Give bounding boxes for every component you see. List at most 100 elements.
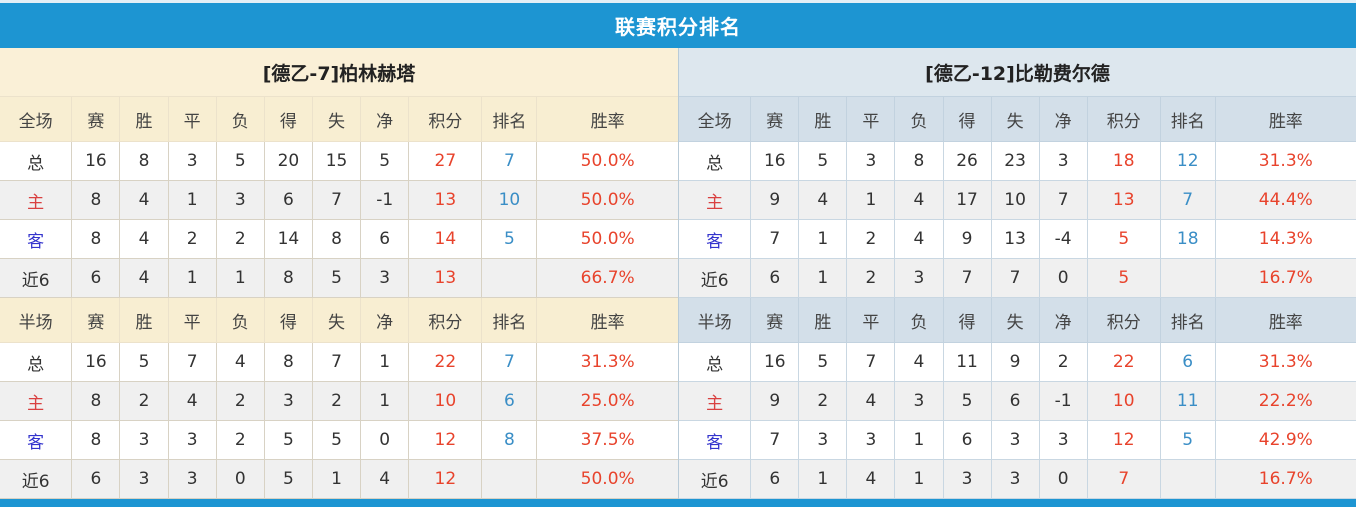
stat-value: 7	[942, 258, 992, 298]
stat-value: 20	[263, 141, 313, 181]
points-value: 13	[408, 180, 483, 220]
stat-value: 10	[990, 180, 1040, 220]
stats-row-home: 主 8 4 1 3 6 7 -1 13 10 50.0%	[0, 180, 678, 220]
stat-value: 23	[990, 141, 1040, 181]
points-value: 27	[408, 141, 483, 181]
stat-value: 1	[360, 381, 410, 421]
stat-value: 3	[942, 459, 992, 499]
win-rate-value: 16.7%	[1214, 258, 1356, 298]
stat-value: 9	[750, 381, 800, 421]
stat-value: 3	[263, 381, 313, 421]
stat-value: 3	[119, 459, 169, 499]
stat-value: 5	[360, 141, 410, 181]
column-header: 胜	[798, 96, 848, 142]
row-label: 客	[679, 219, 752, 259]
stat-value: 2	[846, 258, 896, 298]
points-value: 14	[408, 219, 483, 259]
stat-value: 6	[990, 381, 1040, 421]
column-header: 平	[167, 297, 217, 343]
column-header-row: 半场赛胜平负得失净积分 排名 胜率	[0, 297, 678, 343]
stat-value: 3	[894, 381, 944, 421]
stats-row-total: 总 16 5 3 8 26 23 3 18 12 31.3%	[679, 141, 1356, 181]
row-label: 客	[0, 219, 73, 259]
points-value: 13	[408, 258, 483, 298]
bottom-bar	[0, 499, 1356, 507]
stat-value: 3	[1038, 420, 1088, 460]
rank-value: 12	[1159, 141, 1216, 181]
stat-value: 6	[71, 459, 121, 499]
stat-value: 7	[311, 180, 362, 220]
column-header: 负	[215, 297, 265, 343]
column-header: 得	[942, 297, 992, 343]
win-rate-value: 37.5%	[536, 420, 678, 460]
stats-row-total: 总 16 5 7 4 8 7 1 22 7 31.3%	[0, 342, 678, 382]
stat-value: 0	[1038, 459, 1088, 499]
stat-value: 8	[894, 141, 944, 181]
stat-value: -4	[1038, 219, 1088, 259]
stats-row-home: 主 9 2 4 3 5 6 -1 10 11 22.2%	[679, 381, 1356, 421]
column-header: 负	[215, 96, 265, 142]
away-team-name: [德乙-12]比勒费尔德	[679, 48, 1356, 96]
row-label: 主	[679, 180, 752, 220]
stat-value: 8	[119, 141, 169, 181]
stat-value: 4	[119, 180, 169, 220]
points-value: 22	[1086, 342, 1161, 382]
stat-value: 3	[167, 141, 217, 181]
stat-value: 6	[360, 219, 410, 259]
stat-value: 7	[167, 342, 217, 382]
rank-value: 18	[1159, 219, 1216, 259]
section-label: 全场	[0, 96, 73, 142]
row-label: 主	[679, 381, 752, 421]
stat-value: 9	[750, 180, 800, 220]
column-header-row: 全场赛胜平负得失净积分 排名 胜率	[679, 96, 1356, 142]
column-header: 负	[894, 297, 944, 343]
stat-value: 5	[119, 342, 169, 382]
points-value: 13	[1086, 180, 1161, 220]
stat-value: 16	[750, 141, 800, 181]
column-header: 积分	[1086, 297, 1161, 343]
stats-row-recent6: 近6 6 4 1 1 8 5 3 13 66.7%	[0, 258, 678, 298]
home-team-name: [德乙-7]柏林赫塔	[0, 48, 678, 96]
column-header: 净	[360, 96, 410, 142]
column-header: 排名	[1159, 96, 1216, 142]
rank-value: 7	[1159, 180, 1216, 220]
stat-value: 3	[215, 180, 265, 220]
stat-value: 26	[942, 141, 992, 181]
column-header: 胜	[798, 297, 848, 343]
stat-value: 4	[215, 342, 265, 382]
win-rate-value: 66.7%	[536, 258, 678, 298]
stat-value: 6	[750, 258, 800, 298]
stats-row-away: 客 8 3 3 2 5 5 0 12 8 37.5%	[0, 420, 678, 460]
stats-row-total: 总 16 5 7 4 11 9 2 22 6 31.3%	[679, 342, 1356, 382]
column-header: 得	[263, 96, 313, 142]
stat-value: 8	[311, 219, 362, 259]
win-rate-value: 22.2%	[1214, 381, 1356, 421]
win-rate-value: 42.9%	[1214, 420, 1356, 460]
column-header-row: 全场赛胜平负得失净积分 排名 胜率	[0, 96, 678, 142]
stat-value: 16	[750, 342, 800, 382]
stats-row-total: 总 16 8 3 5 20 15 5 27 7 50.0%	[0, 141, 678, 181]
rank-value: 6	[1159, 342, 1216, 382]
column-header: 胜率	[536, 96, 678, 142]
stat-value: 9	[990, 342, 1040, 382]
column-header: 赛	[71, 297, 121, 343]
points-value: 12	[408, 420, 483, 460]
stats-row-away: 客 7 1 2 4 9 13 -4 5 18 14.3%	[679, 219, 1356, 259]
row-label: 客	[0, 420, 73, 460]
stat-value: 2	[119, 381, 169, 421]
column-header: 净	[1038, 297, 1088, 343]
section-label: 全场	[679, 96, 752, 142]
column-header: 净	[360, 297, 410, 343]
rank-value: 10	[481, 180, 538, 220]
stat-value: 8	[263, 258, 313, 298]
stat-value: 0	[215, 459, 265, 499]
stat-value: 2	[215, 420, 265, 460]
stat-value: 14	[263, 219, 313, 259]
stat-value: 3	[894, 258, 944, 298]
stat-value: 5	[215, 141, 265, 181]
stat-value: 6	[71, 258, 121, 298]
stat-value: 4	[360, 459, 410, 499]
stat-value: 5	[311, 258, 362, 298]
stat-value: 2	[1038, 342, 1088, 382]
stat-value: 5	[263, 459, 313, 499]
